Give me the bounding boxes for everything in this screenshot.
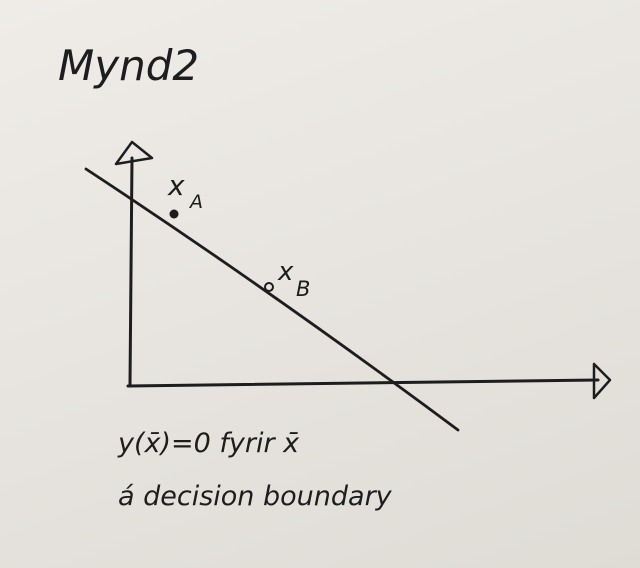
y-axis (128, 156, 134, 387)
point-b-subscript: B (296, 277, 310, 301)
point-b-marker (264, 282, 274, 292)
caption-boundary: á decision boundary (118, 481, 393, 512)
point-b-label: x (277, 257, 294, 287)
point-a-label: x (167, 169, 185, 202)
decision-boundary-line (84, 167, 460, 432)
y-axis-arrow-icon (114, 140, 154, 166)
point-a-marker (169, 209, 179, 219)
figure-title: Mynd2 (58, 41, 199, 90)
x-axis (126, 378, 600, 388)
x-axis-arrow-icon (592, 362, 612, 400)
point-a-subscript: A (188, 191, 203, 213)
caption-equation: y(x̄)=0 fyrir x̄ (117, 428, 300, 459)
